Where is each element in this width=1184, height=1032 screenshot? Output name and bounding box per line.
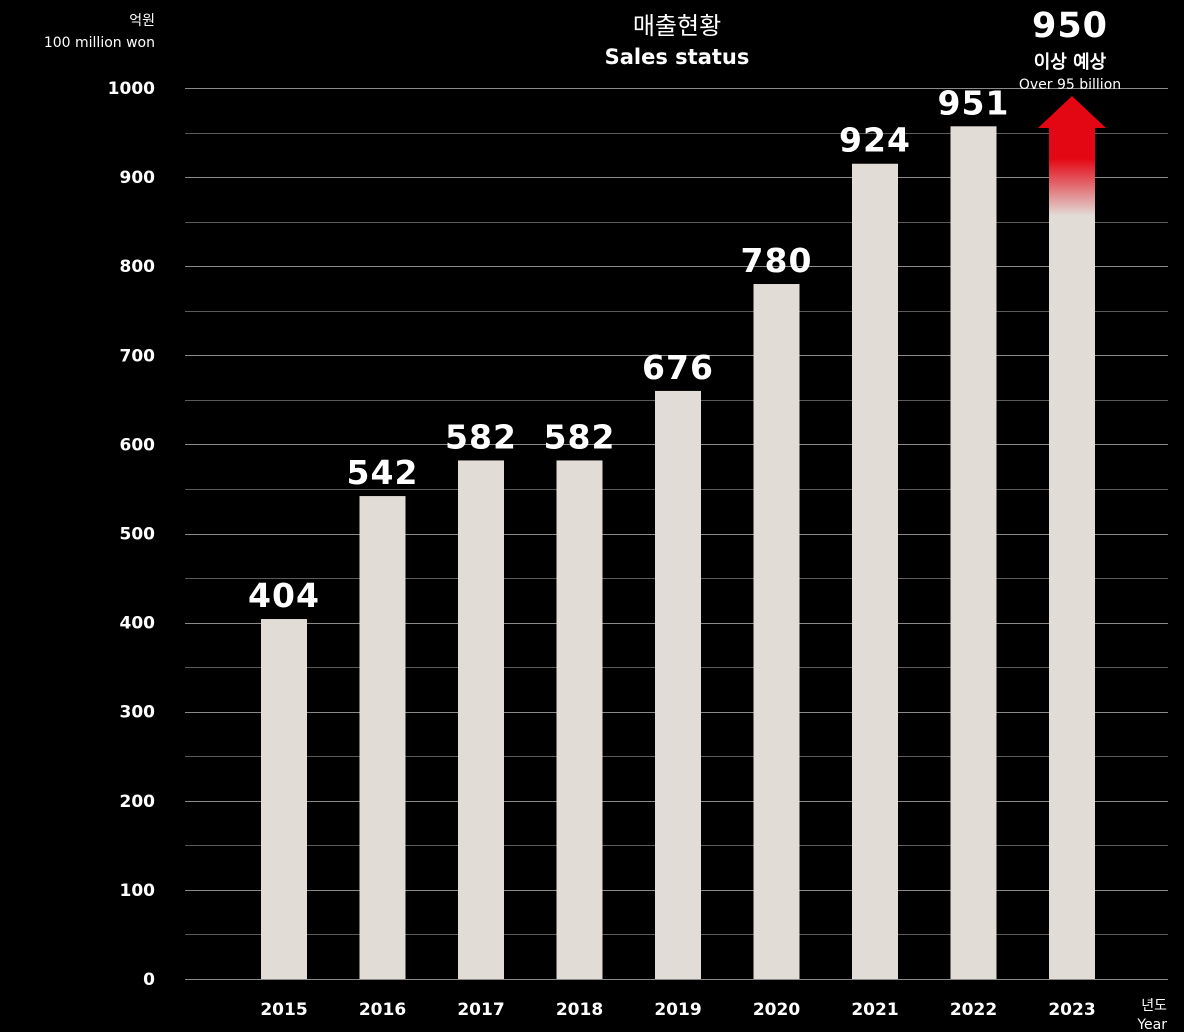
chart-title: 매출현황 [633,12,721,40]
value-label-2022: 951 [938,83,1010,122]
bar-2019 [655,390,701,979]
x-axis-unit-ko: 년도 [1141,998,1167,1014]
y-tick-label: 1000 [108,79,155,99]
bar-2020 [753,284,800,979]
forecast-value: 950 [1032,6,1108,46]
bar-2023 [1049,221,1095,979]
value-label-2019: 676 [642,348,714,387]
value-label-2016: 542 [347,453,419,492]
x-tick-label: 2016 [359,1000,406,1020]
bar-2015 [261,619,307,979]
y-tick-label: 100 [120,881,156,901]
y-tick-label: 700 [120,346,156,366]
bar-2018 [556,460,603,979]
x-tick-label: 2021 [851,1000,898,1020]
value-label-2017: 582 [445,417,517,456]
value-label-2018: 582 [544,417,616,456]
bar-2016 [359,496,406,979]
x-tick-label: 2019 [654,1000,701,1020]
bar-2017 [458,460,504,979]
y-tick-label: 900 [120,168,156,188]
y-tick-label: 500 [120,525,156,545]
bars [261,96,1106,980]
chart-subtitle: Sales status [605,45,750,69]
forecast-arrow-head [1038,96,1106,128]
x-tick-label: 2020 [753,1000,800,1020]
x-axis-ticks: 2015 2016 2017 2018 2019 2020 2021 2022 2023 [260,1000,1095,1020]
value-label-2015: 404 [248,576,320,615]
y-tick-label: 600 [120,435,156,455]
x-tick-label: 2023 [1048,1000,1095,1020]
x-tick-label: 2015 [260,1000,307,1020]
forecast-label-en: Over 95 billion [1019,77,1121,93]
bar-2021 [852,163,898,980]
value-labels: 404 542 582 582 676 780 924 951 [248,83,1010,615]
forecast-arrow-shaft [1049,127,1095,232]
y-axis-unit-en: 100 million won [44,35,155,51]
y-axis-ticks: 0 100 200 300 400 500 600 700 800 900 1000 [108,79,155,990]
y-tick-label: 300 [120,703,156,723]
y-tick-label: 800 [120,257,156,277]
y-axis-unit-ko: 억원 [129,13,155,29]
x-tick-label: 2017 [457,1000,504,1020]
forecast-label-ko: 이상 예상 [1034,52,1107,73]
y-tick-label: 200 [120,792,156,812]
x-tick-label: 2018 [556,1000,603,1020]
value-label-2021: 924 [839,121,911,160]
bar-2022 [950,126,997,980]
x-axis-unit-en: Year [1136,1017,1167,1032]
forecast-annotation: 950 이상 예상 Over 95 billion [1019,6,1121,93]
y-tick-label: 400 [120,614,156,634]
value-label-2020: 780 [741,241,813,280]
y-tick-label: 0 [143,970,155,990]
x-tick-label: 2022 [950,1000,997,1020]
